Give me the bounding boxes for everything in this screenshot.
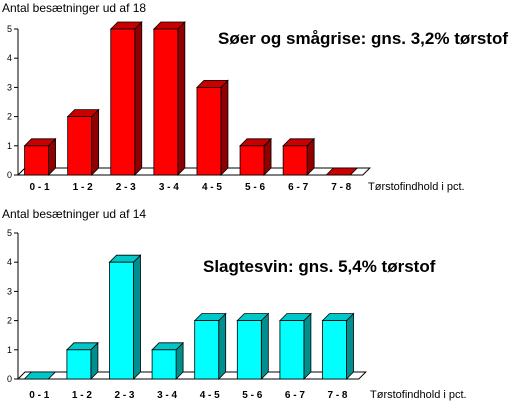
chart-finishers: Antal besætninger ud af 14 Slagtesvin: g… bbox=[2, 207, 467, 401]
category-label: 7 - 8 bbox=[327, 390, 347, 401]
bar-top bbox=[325, 167, 359, 176]
category-label: 6 - 7 bbox=[288, 182, 308, 193]
bar bbox=[66, 108, 100, 176]
bar bbox=[109, 21, 143, 176]
category-label: 1 - 2 bbox=[73, 182, 93, 193]
category-label: 4 - 5 bbox=[202, 182, 222, 193]
bar-front bbox=[151, 349, 177, 380]
category-labels: 0 - 1 1 - 2 2 - 3 3 - 4 4 - 5 5 - 6 6 - 7 7 - 8 bbox=[30, 182, 352, 193]
y-ticks: 0 1 2 3 4 5 bbox=[7, 24, 18, 180]
bar bbox=[282, 137, 316, 176]
chart-title: Søer og smågrise: gns. 3,2% tørstof bbox=[218, 29, 508, 48]
y-ticks: 0 1 2 3 4 5 bbox=[7, 228, 18, 384]
bar bbox=[23, 371, 57, 380]
bar-side bbox=[260, 312, 269, 380]
bar bbox=[239, 137, 273, 176]
bar-side bbox=[303, 312, 312, 380]
chart-sows: Antal besætninger ud af 18 Søer og smågr… bbox=[2, 1, 508, 193]
category-label: 0 - 1 bbox=[29, 390, 49, 401]
y-tick-label: 0 bbox=[7, 374, 12, 384]
category-label: 6 - 7 bbox=[285, 390, 305, 401]
bar bbox=[193, 312, 227, 380]
category-label: 2 - 3 bbox=[114, 390, 134, 401]
bar bbox=[151, 341, 185, 380]
category-label: 5 - 6 bbox=[245, 182, 265, 193]
bar-side bbox=[177, 21, 186, 176]
category-label: 0 - 1 bbox=[30, 182, 50, 193]
y-tick-label: 0 bbox=[7, 170, 12, 180]
y-tick-label: 2 bbox=[7, 112, 12, 122]
bar bbox=[195, 79, 229, 176]
bar bbox=[65, 341, 99, 380]
bar bbox=[152, 21, 186, 176]
y-tick-label: 3 bbox=[7, 286, 12, 296]
bar bbox=[236, 312, 270, 380]
x-axis-title: Tørstofindhold i pct. bbox=[370, 389, 467, 401]
y-axis-title: Antal besætninger ud af 14 bbox=[2, 207, 146, 221]
category-label: 2 - 3 bbox=[116, 182, 136, 193]
category-label: 7 - 8 bbox=[331, 182, 351, 193]
bar-front bbox=[322, 320, 347, 380]
bar-front bbox=[110, 28, 136, 176]
bar-front bbox=[153, 28, 179, 176]
y-tick-label: 2 bbox=[7, 316, 12, 326]
bar bbox=[23, 137, 57, 176]
bar-side bbox=[134, 21, 143, 176]
bars bbox=[23, 21, 359, 176]
bar bbox=[321, 312, 355, 380]
bar bbox=[278, 312, 312, 380]
bar-front bbox=[67, 116, 93, 176]
chart-title: Slagtesvin: gns. 5,4% tørstof bbox=[203, 257, 436, 276]
y-tick-label: 4 bbox=[7, 257, 12, 267]
bar-side bbox=[133, 254, 141, 380]
bar-front bbox=[109, 261, 134, 380]
bar-front bbox=[282, 145, 308, 176]
category-label: 3 - 4 bbox=[157, 390, 177, 401]
bar-front bbox=[24, 145, 49, 176]
y-tick-label: 1 bbox=[7, 345, 12, 355]
bar-front bbox=[236, 320, 262, 380]
y-axis-title: Antal besætninger ud af 18 bbox=[2, 1, 146, 15]
bar-front bbox=[196, 87, 222, 176]
bar-side bbox=[346, 312, 354, 380]
bar-side bbox=[218, 312, 227, 380]
y-tick-label: 5 bbox=[7, 24, 12, 34]
bar-front bbox=[239, 145, 265, 176]
bars bbox=[23, 254, 355, 380]
bar-side bbox=[220, 79, 229, 176]
category-label: 4 - 5 bbox=[200, 390, 220, 401]
bar-top bbox=[23, 371, 57, 380]
category-label: 5 - 6 bbox=[242, 390, 262, 401]
y-tick-label: 1 bbox=[7, 141, 12, 151]
bar-side bbox=[91, 108, 100, 176]
bar-front bbox=[66, 349, 92, 380]
y-tick-label: 4 bbox=[7, 53, 12, 63]
y-tick-label: 3 bbox=[7, 82, 12, 92]
category-label: 1 - 2 bbox=[72, 390, 92, 401]
bar bbox=[325, 167, 359, 176]
y-tick-label: 5 bbox=[7, 228, 12, 238]
bar bbox=[108, 254, 142, 380]
bar-front bbox=[194, 320, 220, 380]
x-axis-title: Tørstofindhold i pct. bbox=[368, 181, 465, 193]
bar-front bbox=[279, 320, 305, 380]
category-label: 3 - 4 bbox=[159, 182, 179, 193]
category-labels: 0 - 1 1 - 2 2 - 3 3 - 4 4 - 5 5 - 6 6 - 7 7 - 8 bbox=[29, 390, 348, 401]
